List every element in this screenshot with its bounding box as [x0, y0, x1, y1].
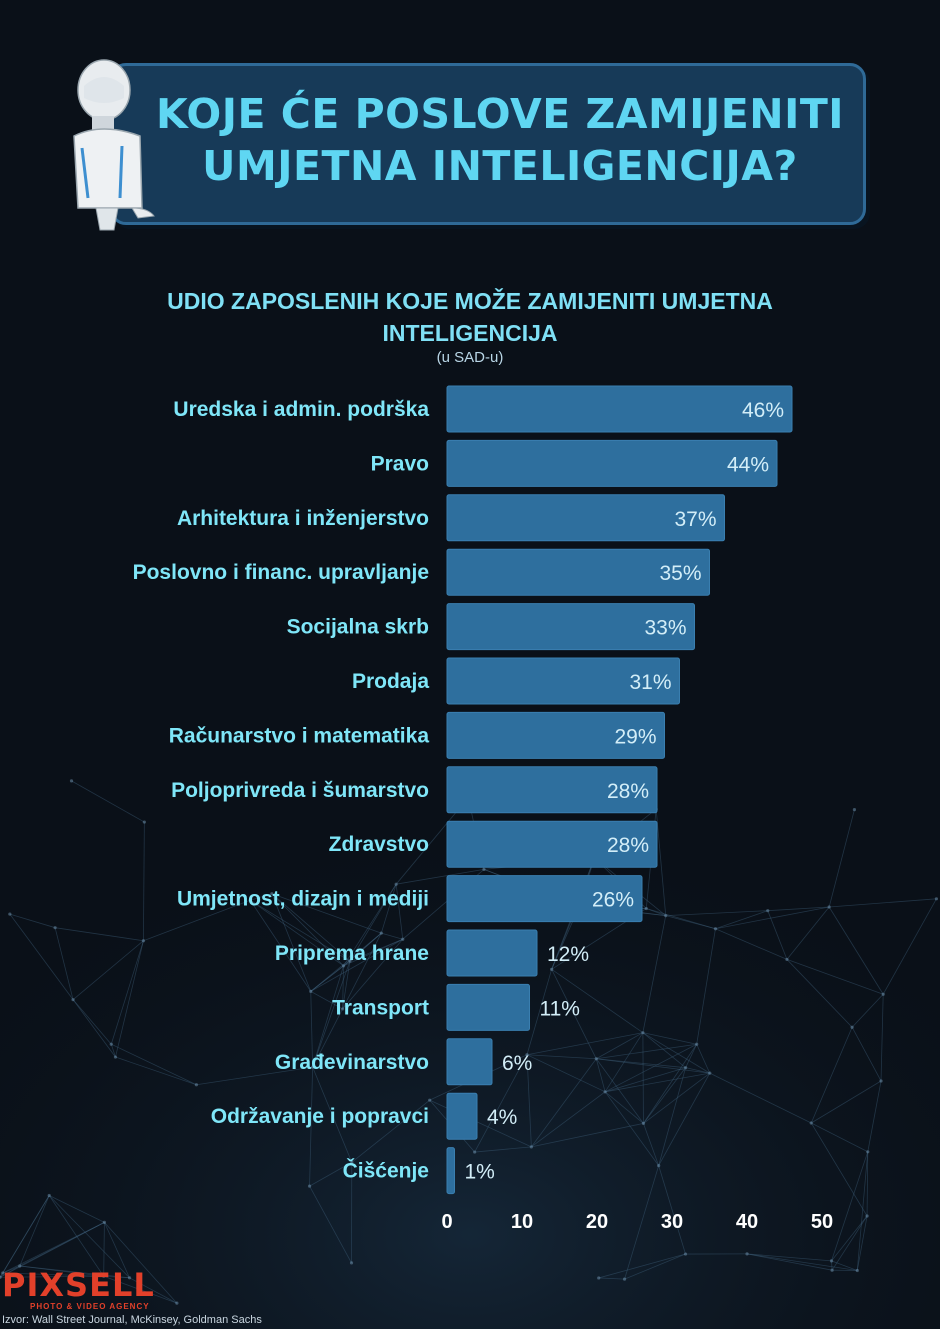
x-tick-label: 10	[511, 1211, 533, 1233]
data-label: 1%	[465, 1161, 495, 1184]
data-label: 44%	[727, 453, 769, 476]
bar	[446, 820, 658, 868]
category-label: Računarstvo i matematika	[169, 724, 430, 747]
category-label: Održavanje i popravci	[211, 1105, 429, 1128]
category-label: Transport	[332, 996, 429, 1019]
bar	[446, 385, 793, 433]
x-tick-label: 30	[661, 1211, 683, 1233]
bar	[446, 494, 725, 542]
bar	[446, 929, 538, 977]
pixsell-logo: PIXSELL	[2, 1266, 155, 1304]
category-label: Poslovno i financ. upravljanje	[133, 561, 429, 584]
bar	[446, 1147, 455, 1195]
x-tick-label: 0	[441, 1211, 452, 1233]
data-label: 46%	[742, 399, 784, 422]
data-label: 28%	[607, 834, 649, 857]
data-label: 11%	[540, 997, 580, 1020]
category-label: Pravo	[371, 452, 429, 475]
title-line-2: UMJETNA INTELIGENCIJA?	[202, 142, 798, 190]
bar	[446, 657, 680, 705]
x-tick-label: 40	[736, 1211, 758, 1233]
bar	[446, 439, 778, 487]
data-label: 28%	[607, 780, 649, 803]
chart-title: UDIO ZAPOSLENIH KOJE MOŽE ZAMIJENITI UMJ…	[167, 288, 773, 346]
x-tick-label: 50	[811, 1211, 833, 1233]
bar	[446, 603, 695, 651]
category-label: Poljoprivreda i šumarstvo	[171, 779, 429, 802]
data-label: 4%	[487, 1106, 517, 1129]
bar	[446, 711, 665, 759]
title-banner	[110, 63, 866, 225]
bar	[446, 766, 658, 814]
bar	[446, 875, 643, 923]
data-label: 31%	[629, 671, 671, 694]
chart-subtitle: (u SAD-u)	[436, 349, 504, 366]
data-label: 6%	[502, 1052, 532, 1075]
data-label: 33%	[644, 617, 686, 640]
title-line-1: KOJE ĆE POSLOVE ZAMIJENITI	[155, 90, 845, 138]
category-label: Priprema hrane	[275, 942, 429, 965]
category-label: Zdravstvo	[329, 833, 429, 856]
category-label: Prodaja	[352, 670, 429, 693]
data-label: 35%	[659, 562, 701, 585]
category-label: Čišćenje	[343, 1159, 429, 1183]
page-title: KOJE ĆE POSLOVE ZAMIJENITI UMJETNA INTEL…	[140, 88, 860, 192]
source-note: Izvor: Wall Street Journal, McKinsey, Go…	[2, 1314, 262, 1326]
data-label: 37%	[674, 508, 716, 531]
data-label: 29%	[614, 725, 656, 748]
bar	[446, 1092, 478, 1140]
category-label: Umjetnost, dizajn i mediji	[177, 888, 429, 911]
data-label: 26%	[592, 889, 634, 912]
category-label: Uredska i admin. podrška	[173, 398, 429, 421]
logo-tagline: PHOTO & VIDEO AGENCY	[30, 1302, 150, 1311]
category-label: Socijalna skrb	[287, 616, 429, 639]
robot-icon	[73, 59, 155, 231]
bar	[446, 983, 530, 1031]
category-label: Građevinarstvo	[275, 1051, 429, 1074]
category-label: Arhitektura i inženjerstvo	[177, 507, 429, 530]
x-tick-label: 20	[586, 1211, 608, 1233]
data-label: 12%	[547, 943, 589, 966]
bar	[446, 1038, 493, 1086]
bar	[446, 548, 710, 596]
